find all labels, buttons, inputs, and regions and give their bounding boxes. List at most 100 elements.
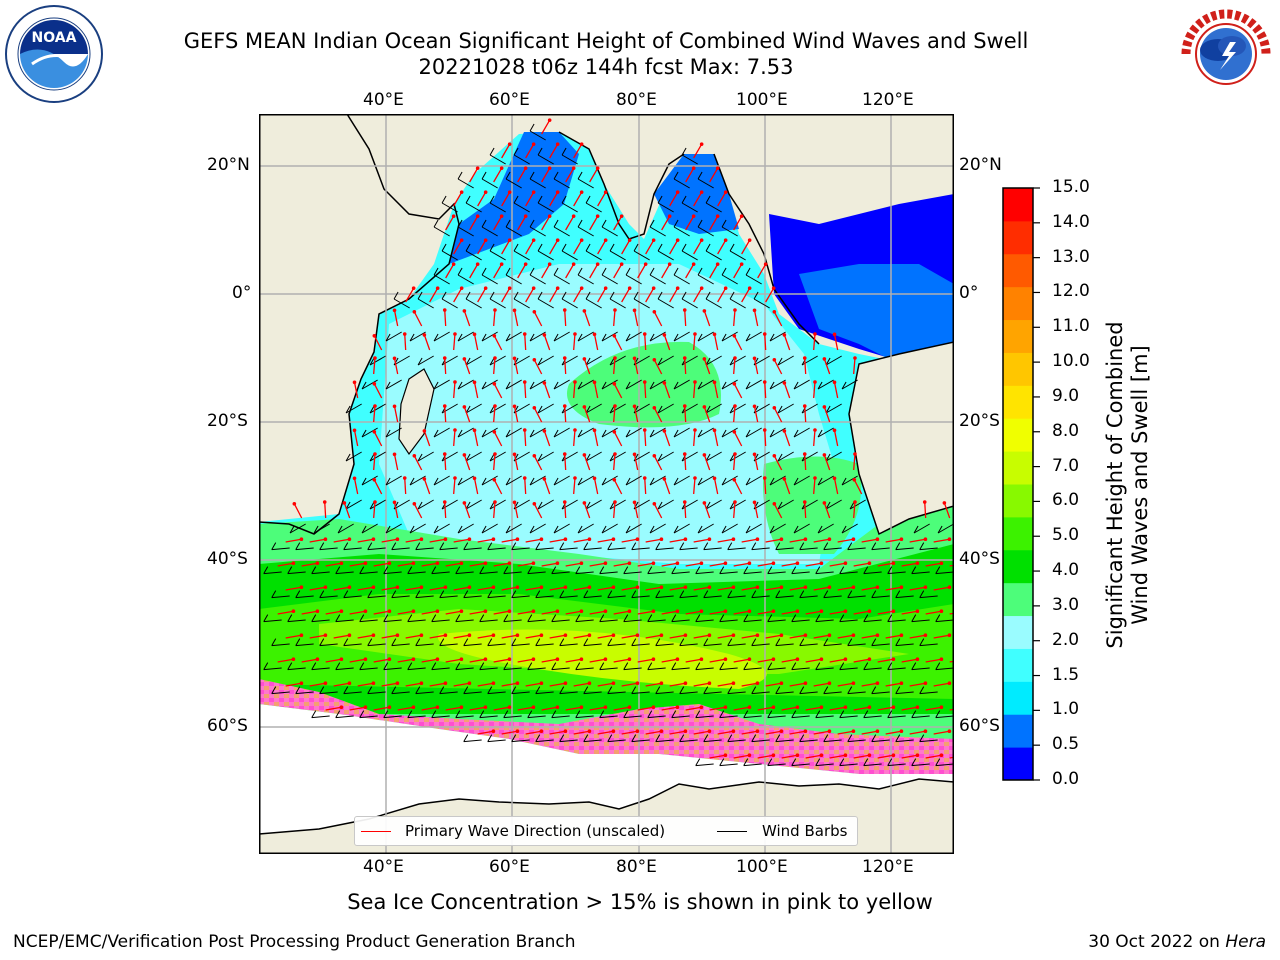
wind-barb <box>417 451 434 462</box>
wind-barb-flag <box>417 291 423 300</box>
wave-direction-arrow <box>685 610 702 615</box>
wind-barb <box>369 403 386 414</box>
wind-barb <box>561 154 578 165</box>
wind-barb <box>457 475 474 486</box>
wind-barb <box>679 691 698 695</box>
wind-barb <box>695 571 714 575</box>
wave-arrow-head <box>891 705 896 710</box>
wave-arrow-head <box>492 381 497 386</box>
wave-direction-arrow <box>469 167 479 183</box>
wind-barb-flag <box>649 477 655 486</box>
wind-barb-flag <box>575 566 581 574</box>
wind-barb-flag <box>863 710 869 718</box>
wind-barb-flag <box>457 525 463 534</box>
wave-direction-arrow <box>885 538 902 543</box>
wind-barb-flag <box>599 566 605 574</box>
wave-arrow-head <box>803 633 808 638</box>
wave-direction-arrow <box>549 730 566 735</box>
wave-direction-arrow <box>653 455 663 471</box>
wind-barb-flag <box>433 333 439 342</box>
wind-barb-flag <box>721 525 727 534</box>
wind-barb <box>311 571 330 575</box>
wind-barb-flag <box>457 381 463 390</box>
wind-barb-flag <box>505 171 511 180</box>
wave-direction-arrow <box>525 191 535 207</box>
wave-arrow-head <box>875 681 880 686</box>
wind-barb-flag <box>679 686 685 694</box>
wind-barb-flag <box>529 525 535 534</box>
wave-arrow-head <box>291 561 296 566</box>
wave-arrow-head <box>642 332 647 336</box>
wind-barb <box>695 619 714 623</box>
wave-direction-arrow <box>661 562 678 567</box>
wind-barb <box>839 763 858 767</box>
wave-direction-arrow <box>429 538 446 543</box>
wind-barb <box>695 715 714 719</box>
x-tick-top-100e: 100°E <box>736 90 788 110</box>
wave-arrow-head <box>512 356 517 361</box>
wave-direction-arrow <box>393 454 399 471</box>
wind-barb-flag <box>871 638 877 646</box>
wave-arrow-head <box>682 500 687 504</box>
wind-barb <box>775 547 794 551</box>
wave-direction-arrow <box>653 311 663 327</box>
wave-direction-arrow <box>493 431 503 447</box>
wave-arrow-head <box>827 633 832 638</box>
wave-arrow-head <box>832 332 837 337</box>
wave-direction-arrow <box>653 359 663 375</box>
wind-barb-flag <box>465 195 471 204</box>
wind-barb-flag <box>775 734 781 742</box>
wave-direction-arrow <box>469 610 486 615</box>
wave-arrow-head <box>422 429 427 433</box>
wind-barb-flag <box>537 243 543 252</box>
wave-direction-arrow <box>621 586 638 591</box>
wave-arrow-head <box>595 166 600 170</box>
wave-arrow-head <box>707 537 712 542</box>
wind-barb <box>601 427 618 438</box>
wave-arrow-head <box>291 609 296 614</box>
wave-arrow-head <box>693 428 697 432</box>
wind-barb <box>649 274 666 285</box>
wind-barb-flag <box>465 243 471 252</box>
wind-barb <box>511 595 530 599</box>
wind-barb <box>705 250 722 261</box>
wave-direction-arrow <box>397 706 414 711</box>
wind-barb-flag <box>721 219 727 228</box>
wind-barb <box>385 379 402 390</box>
wind-barb <box>513 250 530 261</box>
wave-arrow-head <box>632 500 637 505</box>
wave-arrow-head <box>733 404 737 408</box>
wind-barb-flag <box>577 219 583 228</box>
wind-barb <box>607 691 626 695</box>
wind-barb-flag <box>409 525 415 534</box>
wind-barb-flag <box>415 542 421 550</box>
wave-arrow-head <box>483 190 488 194</box>
wave-direction-arrow <box>513 358 519 375</box>
wave-arrow-head <box>532 309 537 314</box>
wave-arrow-head <box>659 585 664 590</box>
wind-barb <box>825 403 842 414</box>
wind-barb <box>633 451 650 462</box>
wave-arrow-head <box>675 286 680 290</box>
wind-barb <box>823 691 842 695</box>
wave-arrow-head <box>795 561 800 566</box>
wind-barb-flag <box>599 662 605 670</box>
wind-barb <box>753 403 770 414</box>
wind-barb-flag <box>895 686 901 694</box>
colorbar-tick-label: 3.0 <box>1052 594 1080 615</box>
wind-barb-flag <box>535 542 541 550</box>
wind-barb <box>895 643 914 647</box>
colorbar-tick-label: 1.0 <box>1052 699 1080 720</box>
wave-direction-arrow <box>813 382 816 399</box>
wind-barb <box>553 523 570 534</box>
wave-direction-arrow <box>829 658 846 663</box>
wind-barb-flag <box>823 638 829 646</box>
wave-direction-arrow <box>637 263 647 279</box>
wind-barb <box>577 379 594 390</box>
wind-barb-flag <box>369 453 375 462</box>
wind-barb <box>463 691 482 695</box>
wave-arrow-head <box>573 476 577 480</box>
footer-date: 30 Oct 2022 on Hera <box>1088 932 1266 952</box>
wind-barb <box>911 763 930 767</box>
wave-arrow-head <box>802 452 807 456</box>
